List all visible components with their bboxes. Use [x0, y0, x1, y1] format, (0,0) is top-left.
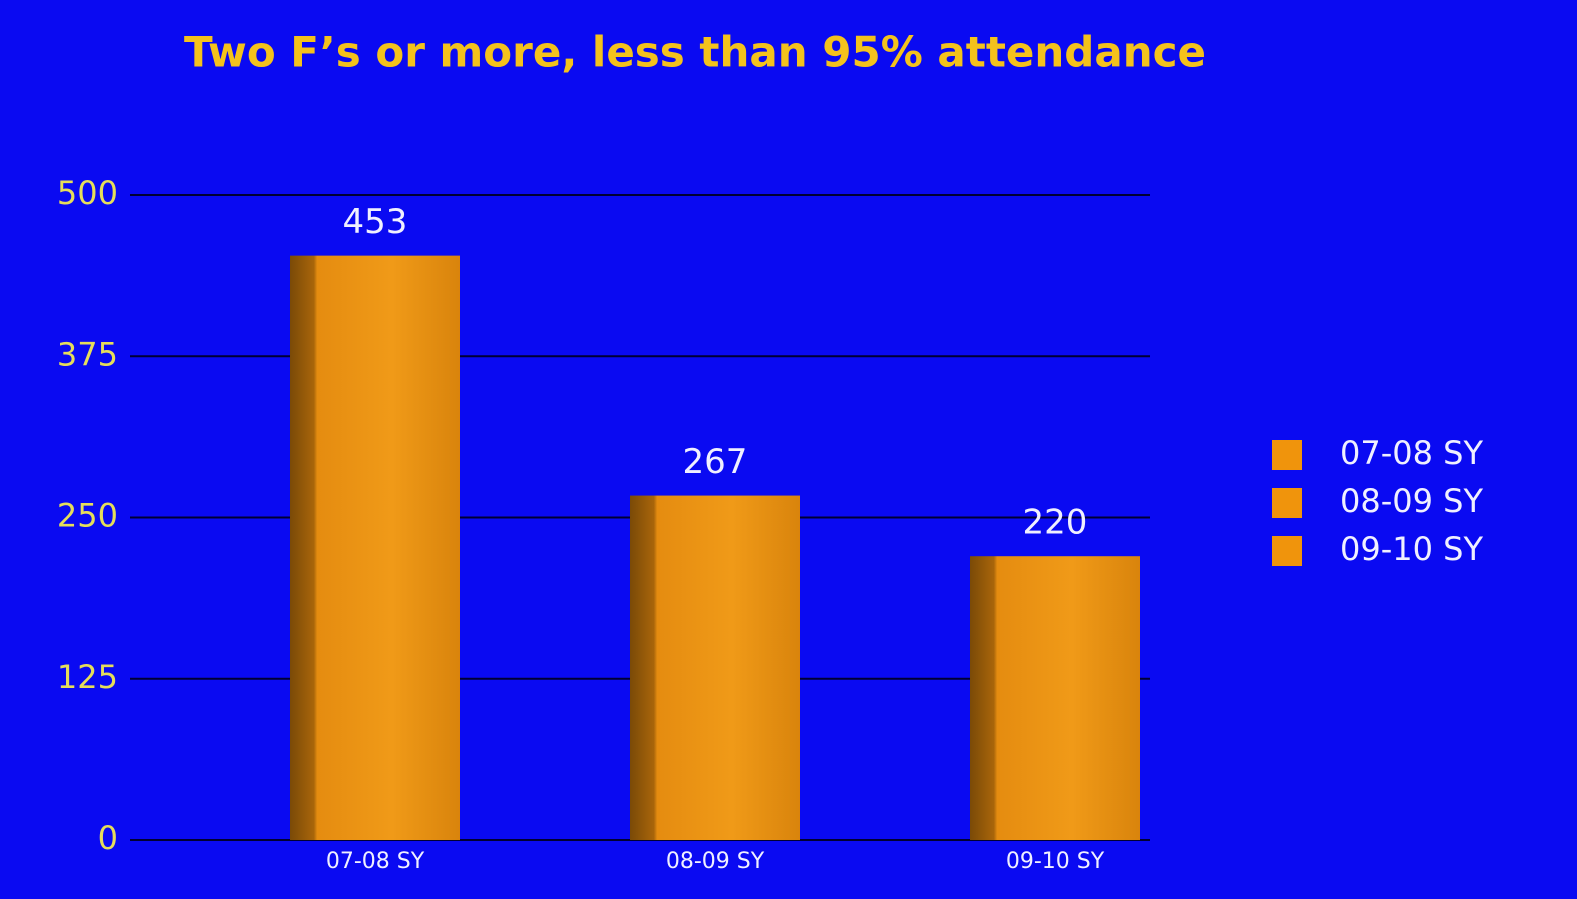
- bar: [290, 255, 460, 840]
- y-tick-label: 250: [57, 497, 118, 535]
- value-label: 267: [683, 442, 748, 482]
- legend-label: 09-10 SY: [1340, 530, 1483, 568]
- y-tick-label: 125: [57, 658, 118, 696]
- x-tick-label: 09-10 SY: [1006, 849, 1105, 874]
- chart-title: Two F’s or more, less than 95% attendanc…: [184, 28, 1206, 77]
- legend-label: 08-09 SY: [1340, 482, 1483, 520]
- y-tick-label: 375: [57, 335, 118, 373]
- y-tick-label: 0: [98, 819, 118, 857]
- legend-swatch: [1272, 488, 1302, 518]
- x-tick-label: 08-09 SY: [666, 849, 765, 874]
- value-label: 453: [343, 202, 408, 242]
- bar: [630, 495, 800, 840]
- value-label: 220: [1023, 503, 1088, 543]
- y-tick-label: 500: [57, 174, 118, 212]
- legend-swatch: [1272, 440, 1302, 470]
- x-tick-label: 07-08 SY: [326, 849, 425, 874]
- legend-swatch: [1272, 536, 1302, 566]
- bar: [970, 556, 1140, 840]
- legend-label: 07-08 SY: [1340, 434, 1483, 472]
